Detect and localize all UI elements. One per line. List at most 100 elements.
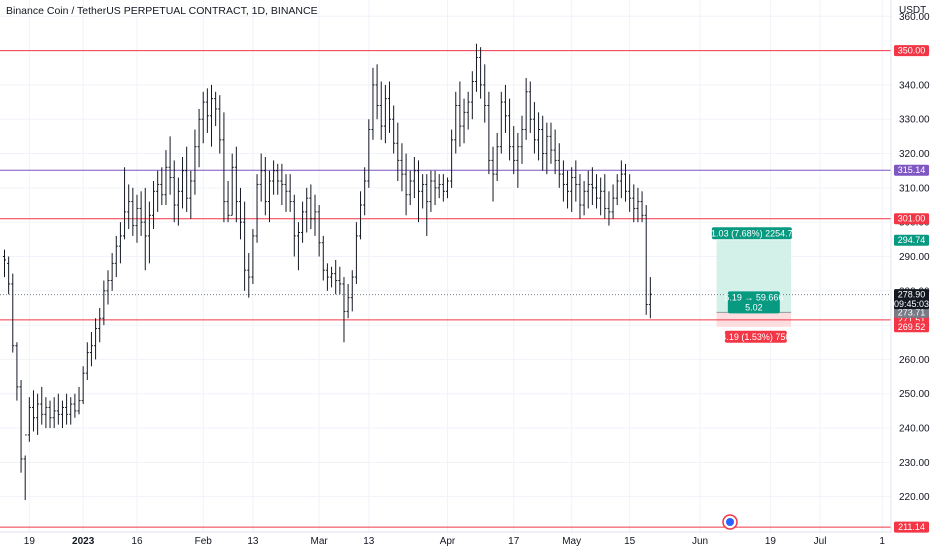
ohlc-bar xyxy=(491,146,495,202)
ohlc-bar xyxy=(193,129,197,195)
time-tick-label: 13 xyxy=(247,536,259,547)
ohlc-bar xyxy=(135,194,139,243)
ohlc-bar xyxy=(94,318,98,360)
ohlc-bar xyxy=(479,47,483,99)
ohlc-bar xyxy=(508,98,512,161)
ohlc-bar xyxy=(263,156,267,216)
level-badge-text: 301.00 xyxy=(898,214,926,224)
price-tick-label: 310.00 xyxy=(899,183,930,194)
ohlc-bar xyxy=(73,393,77,418)
risk-reward-label-text: 5.19 → 59.666 xyxy=(724,293,783,303)
ohlc-bar xyxy=(251,229,255,284)
ohlc-bar xyxy=(330,266,334,288)
ohlc-bar xyxy=(238,187,242,240)
ohlc-bar xyxy=(123,167,127,240)
ohlc-bar xyxy=(371,67,375,140)
time-tick-label: Mar xyxy=(311,536,329,547)
ohlc-bar xyxy=(342,277,346,343)
ohlc-bar xyxy=(185,146,189,212)
currency-label: USDT xyxy=(899,5,926,16)
time-tick-label: 19 xyxy=(765,536,777,547)
ohlc-bar xyxy=(147,201,151,264)
time-tick-label: 17 xyxy=(508,536,520,547)
level-badge-bg xyxy=(894,521,929,533)
stop-badge-bg xyxy=(894,321,929,333)
ohlc-bar xyxy=(474,43,478,92)
current-price-badge-text: 278.90 xyxy=(898,290,926,300)
ohlc-bar xyxy=(288,174,292,212)
ohlc-bar xyxy=(3,249,6,278)
ohlc-bar xyxy=(611,184,615,219)
ohlc-bar xyxy=(226,181,230,223)
stop-badge: 269.52 xyxy=(894,321,929,333)
ohlc-bar xyxy=(375,64,379,120)
ohlc-bar xyxy=(160,167,164,206)
current-price-badge-bg xyxy=(894,289,929,310)
ohlc-bar xyxy=(590,167,594,206)
ohlc-bar xyxy=(168,136,172,195)
time-tick-label: 2023 xyxy=(72,536,95,547)
level-badge-text: 315.14 xyxy=(898,165,926,175)
ohlc-bar xyxy=(383,84,387,144)
ohlc-bar xyxy=(636,187,640,223)
price-tick-label: 360.00 xyxy=(899,12,930,23)
ohlc-bar xyxy=(48,400,52,429)
loss-label: 4.19 (1.53%) 750 xyxy=(721,330,790,343)
ohlc-bar xyxy=(247,253,251,298)
ohlc-bar xyxy=(214,91,218,127)
ohlc-bar xyxy=(325,263,329,291)
ohlc-bar xyxy=(363,167,367,216)
ohlc-bar xyxy=(284,174,288,212)
ohlc-bar xyxy=(566,170,570,209)
ohlc-bar xyxy=(11,273,15,353)
ohlc-bar xyxy=(396,122,400,181)
ohlc-bar xyxy=(201,91,205,144)
ohlc-bar xyxy=(512,126,516,175)
ohlc-bar xyxy=(545,122,549,175)
ohlc-bar xyxy=(640,191,644,223)
ohlc-bar xyxy=(624,163,627,202)
ohlc-bar xyxy=(222,112,226,223)
level-badge-bg xyxy=(894,164,929,176)
ohlc-bar xyxy=(272,160,276,195)
entry-badge-bg xyxy=(894,306,929,318)
ohlc-bar xyxy=(172,160,176,223)
ohlc-bar xyxy=(499,91,503,154)
ohlc-bar xyxy=(313,194,317,236)
ohlc-bar xyxy=(338,266,342,295)
price-tick-label: 330.00 xyxy=(899,115,930,126)
time-axis[interactable]: 19 2023 16 Feb 13 Mar 13 Apr 17 May 15 Jun 19 Jul 1 xyxy=(24,536,886,547)
level-badge: 350.00 xyxy=(894,45,929,57)
ohlc-bar xyxy=(520,115,524,164)
ohlc-bar xyxy=(404,153,408,216)
horizontal-levels xyxy=(0,50,891,528)
profit-label-text: 21.03 (7.68%) 2254.77 xyxy=(706,228,798,238)
price-axis[interactable]: 220.00230.00240.00250.00260.00270.00280.… xyxy=(899,12,930,503)
time-tick-label: Feb xyxy=(195,536,213,547)
level-badge-text: 211.14 xyxy=(898,522,925,532)
long-position-tool[interactable] xyxy=(716,240,792,327)
ohlc-bar xyxy=(524,78,528,140)
ohlc-bar xyxy=(276,163,280,195)
price-tick-label: 230.00 xyxy=(899,458,930,469)
target-badge-text: 294.74 xyxy=(898,235,926,245)
ohlc-bar xyxy=(421,174,425,209)
ohlc-bar xyxy=(549,122,553,164)
ohlc-bar xyxy=(483,64,487,123)
ohlc-bar xyxy=(557,143,561,188)
level-badge-bg xyxy=(894,45,929,57)
ohlc-bar xyxy=(110,253,114,291)
ohlc-bar xyxy=(615,174,619,206)
ohlc-bar xyxy=(65,393,69,425)
price-tick-label: 290.00 xyxy=(899,252,930,263)
ohlc-bar xyxy=(69,397,73,425)
time-tick-label: 15 xyxy=(624,536,636,547)
ohlc-bar xyxy=(429,170,433,212)
event-icon[interactable] xyxy=(722,514,738,530)
ohlc-bar xyxy=(81,366,85,405)
target-badge-bg xyxy=(894,234,929,246)
ohlc-bar xyxy=(31,390,35,432)
